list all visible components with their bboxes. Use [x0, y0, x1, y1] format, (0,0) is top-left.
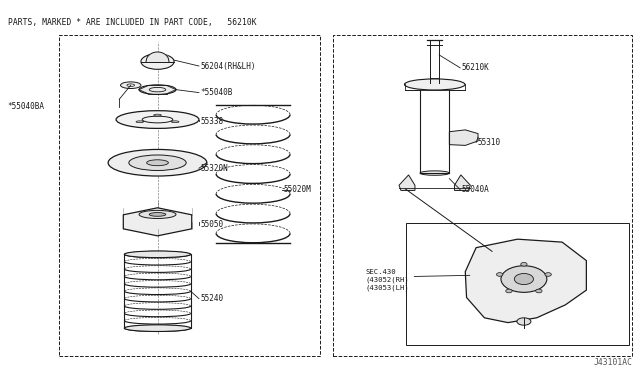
Ellipse shape	[141, 54, 174, 69]
Ellipse shape	[142, 116, 173, 123]
Polygon shape	[465, 239, 586, 323]
Ellipse shape	[124, 251, 191, 258]
Ellipse shape	[124, 325, 191, 331]
Text: 55320N: 55320N	[200, 164, 228, 173]
Ellipse shape	[136, 121, 143, 123]
Ellipse shape	[501, 266, 547, 292]
Ellipse shape	[116, 111, 199, 128]
Ellipse shape	[108, 150, 207, 176]
Text: 55310: 55310	[477, 138, 500, 147]
Ellipse shape	[129, 155, 186, 170]
Ellipse shape	[147, 160, 168, 166]
Ellipse shape	[517, 318, 531, 325]
Polygon shape	[399, 175, 415, 190]
Ellipse shape	[172, 121, 179, 123]
Text: *55040B: *55040B	[200, 88, 232, 97]
Polygon shape	[449, 130, 478, 145]
Text: SEC.430
(43052(RH)
(43053(LH): SEC.430 (43052(RH) (43053(LH)	[366, 269, 410, 291]
Text: 55338: 55338	[200, 117, 223, 126]
Ellipse shape	[139, 211, 176, 218]
Text: 56204(RH&LH): 56204(RH&LH)	[200, 61, 256, 71]
Polygon shape	[124, 208, 192, 236]
Ellipse shape	[420, 171, 449, 175]
Ellipse shape	[545, 273, 551, 276]
Ellipse shape	[515, 273, 534, 285]
Text: 55240: 55240	[200, 294, 223, 303]
Ellipse shape	[149, 212, 166, 216]
Ellipse shape	[497, 273, 503, 276]
Ellipse shape	[154, 114, 161, 116]
Ellipse shape	[139, 85, 176, 94]
Polygon shape	[454, 175, 470, 190]
Text: PARTS, MARKED * ARE INCLUDED IN PART CODE,   56210K: PARTS, MARKED * ARE INCLUDED IN PART COD…	[8, 18, 257, 27]
Text: J43101AC: J43101AC	[593, 358, 632, 367]
Text: *55040BA: *55040BA	[8, 102, 45, 111]
Text: 55040A: 55040A	[461, 185, 489, 194]
Ellipse shape	[506, 289, 512, 293]
Text: 55020M: 55020M	[283, 185, 311, 194]
Ellipse shape	[521, 262, 527, 266]
Ellipse shape	[404, 79, 465, 90]
Ellipse shape	[536, 289, 542, 293]
Text: 55050: 55050	[200, 220, 223, 229]
Text: 56210K: 56210K	[461, 63, 489, 72]
Ellipse shape	[120, 82, 141, 89]
